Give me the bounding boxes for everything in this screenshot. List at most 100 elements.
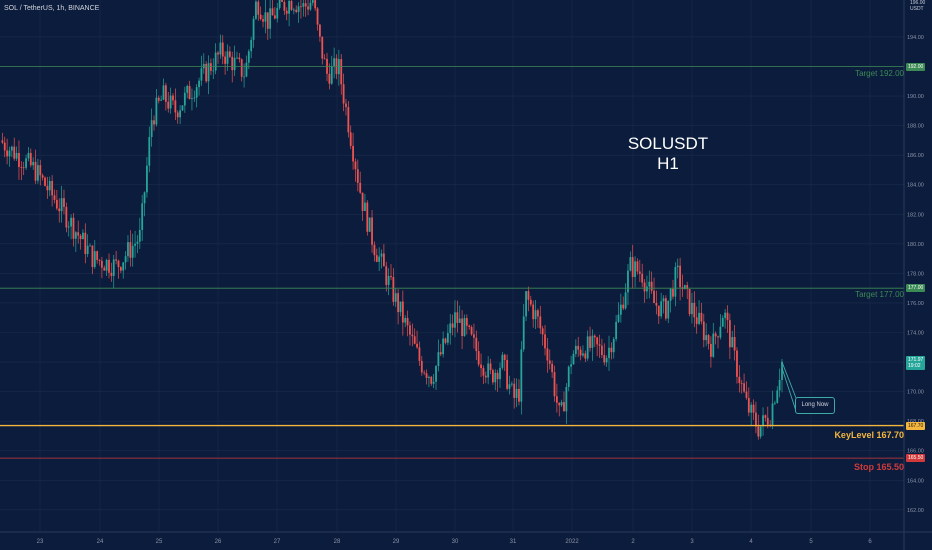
candle-body [39,165,42,176]
candle-body [529,299,532,305]
candle-body [719,326,722,338]
candle-body [236,57,238,59]
candle-body [506,359,509,389]
candle-body [446,333,449,343]
candle-body [598,344,601,346]
x-tick-label: 29 [393,539,400,545]
level-label-stop: Stop 165.50 [853,462,904,473]
candle-body [593,335,596,338]
candle-body [733,337,736,351]
candle-body [759,426,762,437]
chart-title: SOLUSDT H1 [620,134,716,174]
candle-body [150,120,153,138]
candle-body [420,360,423,373]
candle-body [532,304,535,320]
candle-body [195,87,198,98]
candle-body [515,388,518,398]
candle-body [745,391,748,398]
candle-body [404,318,407,323]
annotation-lines [781,361,797,412]
candle-body [212,70,215,72]
candle-body [631,257,634,277]
candle-body [55,199,58,209]
candle-body [219,42,222,55]
x-tick-label: 28 [334,539,341,545]
candle-body [728,320,731,348]
candle-body [290,0,293,10]
candle-body [572,353,575,365]
candle-body [302,3,305,7]
candle-body [629,257,632,271]
candle-body [281,0,283,2]
candle-body [660,301,663,317]
y-tick-label: 180.00 [907,242,924,248]
candle-body [141,203,144,230]
candle-body [555,396,558,403]
candle-body [456,312,459,323]
candle-body [300,6,302,8]
price-tag-177: 177.00 [906,284,926,293]
candle-body [465,318,468,326]
candle-body [714,333,717,337]
candle-body [255,1,257,19]
candle-body [15,152,18,159]
candle-body [702,321,705,341]
candle-body [210,63,212,71]
candle-body [240,59,243,77]
candle-body [96,251,99,260]
candle-body [6,150,9,157]
candle-body [200,68,203,81]
candle-body [710,343,712,357]
candle-body [283,1,286,11]
candle-body [32,161,35,166]
candle-body [167,101,170,109]
time-axis[interactable]: 23 24 25 26 27 28 29 30 31 2022 2 3 4 5 6 [37,539,873,545]
candle-body [112,259,115,276]
candle-body [608,347,610,359]
candle-body [119,267,122,271]
candle-body [489,363,492,371]
price-tag-165: 165.50 [906,454,926,463]
candle-body [401,301,404,323]
candle-body [487,363,490,378]
candle-body [340,59,343,85]
candle-body [157,97,160,101]
candle-body [364,202,366,211]
candle-body [430,376,433,384]
x-tick-label: 25 [156,539,163,545]
candle-body [27,152,30,159]
candle-body [295,9,298,12]
candle-body [356,169,359,183]
chart-title-line1: SOLUSDT [627,134,709,153]
long-now-note[interactable]: Long Now [795,397,835,414]
candle-body [164,85,167,102]
candle-body [646,286,648,292]
candle-body [84,232,87,255]
candle-body [527,291,530,300]
candle-body [191,98,193,100]
candle-body [655,302,658,306]
candle-body [382,253,385,267]
candle-body [461,318,463,337]
candle-body [688,289,691,315]
candle-body [44,177,46,186]
candle-body [508,384,511,389]
candle-body [3,142,6,151]
candle-body [596,337,599,345]
candle-body [314,0,317,9]
candle-body [10,146,13,151]
candle-body [548,360,551,364]
y-tick-label: 188.00 [907,124,924,130]
candle-body [406,318,409,326]
candle-body [499,367,501,380]
candle-body [432,381,435,384]
candle-body [657,305,660,317]
candle-body [721,317,724,327]
candle-body [686,285,689,290]
candle-body [233,57,236,71]
candle-body [662,298,665,302]
level-label-keylevel: KeyLevel 167.70 [834,429,904,440]
candle-body [259,14,262,20]
candle-body [525,291,527,317]
